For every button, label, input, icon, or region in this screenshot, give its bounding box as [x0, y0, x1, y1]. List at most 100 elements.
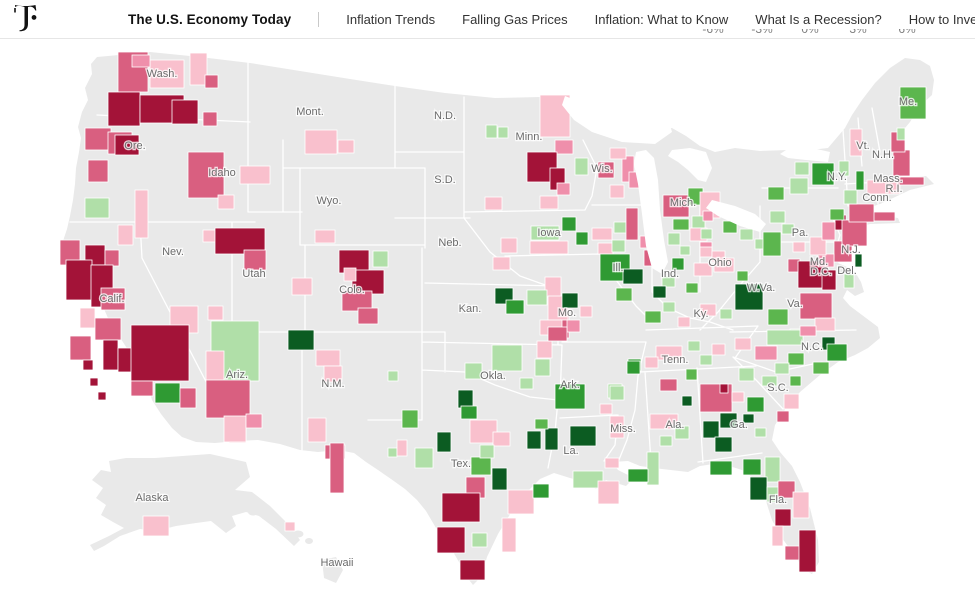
county[interactable] — [436, 526, 466, 554]
county[interactable] — [491, 344, 523, 372]
county[interactable] — [130, 324, 190, 382]
county[interactable] — [485, 124, 498, 139]
county[interactable] — [479, 444, 495, 459]
county[interactable] — [579, 305, 593, 318]
county[interactable] — [693, 262, 713, 277]
county[interactable] — [754, 345, 778, 361]
county[interactable] — [329, 442, 345, 494]
county[interactable] — [838, 160, 850, 177]
nav-link-5[interactable]: How to Invest Now — [908, 11, 975, 27]
county[interactable] — [343, 267, 357, 282]
county[interactable] — [799, 325, 817, 337]
county[interactable] — [625, 207, 639, 241]
county[interactable] — [69, 335, 92, 361]
county[interactable] — [613, 221, 627, 234]
county[interactable] — [469, 419, 498, 444]
county[interactable] — [672, 218, 690, 231]
county[interactable] — [569, 425, 597, 447]
county[interactable] — [554, 383, 586, 410]
county[interactable] — [719, 383, 729, 394]
county[interactable] — [387, 370, 399, 382]
county[interactable] — [207, 305, 224, 321]
county[interactable] — [766, 329, 804, 346]
county[interactable] — [202, 111, 218, 127]
nav-link-4[interactable]: What Is a Recession? — [755, 11, 882, 27]
county[interactable] — [154, 382, 181, 404]
county[interactable] — [287, 329, 315, 351]
county[interactable] — [699, 303, 717, 317]
county[interactable] — [547, 326, 568, 342]
county[interactable] — [841, 219, 868, 247]
county[interactable] — [771, 525, 784, 547]
county[interactable] — [561, 216, 577, 232]
county[interactable] — [829, 208, 845, 221]
county[interactable] — [714, 436, 733, 453]
county[interactable] — [500, 237, 518, 254]
county[interactable] — [337, 139, 355, 154]
county[interactable] — [556, 182, 571, 196]
county[interactable] — [471, 532, 488, 548]
county[interactable] — [457, 389, 474, 409]
county[interactable] — [131, 54, 151, 68]
county[interactable] — [534, 418, 549, 430]
county[interactable] — [217, 194, 235, 210]
county[interactable] — [609, 184, 625, 199]
county[interactable] — [387, 447, 398, 458]
county[interactable] — [674, 425, 690, 440]
county[interactable] — [561, 292, 579, 309]
county[interactable] — [799, 292, 833, 320]
county[interactable] — [731, 391, 745, 403]
county[interactable] — [351, 269, 385, 295]
county[interactable] — [821, 269, 837, 291]
county[interactable] — [532, 483, 550, 499]
county[interactable] — [171, 99, 199, 125]
county[interactable] — [539, 195, 559, 210]
county[interactable] — [544, 276, 562, 298]
county[interactable] — [597, 242, 614, 255]
county[interactable] — [526, 430, 542, 450]
county[interactable] — [604, 457, 620, 469]
county[interactable] — [530, 225, 560, 241]
county[interactable] — [843, 189, 858, 205]
county[interactable] — [84, 127, 112, 151]
county[interactable] — [784, 545, 802, 561]
county[interactable] — [699, 354, 713, 366]
county[interactable] — [662, 301, 676, 313]
county[interactable] — [609, 385, 625, 401]
county[interactable] — [671, 257, 685, 271]
county[interactable] — [897, 176, 925, 186]
county[interactable] — [505, 299, 525, 315]
county[interactable] — [848, 203, 875, 223]
county[interactable] — [187, 151, 225, 199]
county[interactable] — [781, 223, 795, 235]
county[interactable] — [685, 368, 698, 381]
county[interactable] — [323, 365, 343, 383]
county[interactable] — [774, 508, 792, 527]
county[interactable] — [142, 515, 170, 537]
county[interactable] — [809, 236, 827, 256]
county[interactable] — [307, 417, 327, 443]
county[interactable] — [687, 340, 701, 352]
county[interactable] — [519, 377, 534, 390]
county[interactable] — [459, 559, 486, 581]
county[interactable] — [357, 307, 379, 325]
county[interactable] — [460, 405, 478, 420]
county[interactable] — [401, 409, 419, 429]
county[interactable] — [341, 290, 373, 312]
county[interactable] — [812, 361, 830, 375]
county[interactable] — [544, 427, 559, 451]
county[interactable] — [89, 377, 99, 387]
county[interactable] — [179, 387, 197, 409]
county[interactable] — [826, 343, 848, 362]
county[interactable] — [794, 161, 810, 176]
county[interactable] — [749, 476, 768, 501]
county[interactable] — [189, 52, 208, 86]
county[interactable] — [681, 395, 693, 407]
county[interactable] — [699, 246, 713, 258]
county[interactable] — [79, 307, 96, 329]
county[interactable] — [702, 210, 714, 222]
county[interactable] — [102, 339, 119, 371]
county[interactable] — [866, 179, 901, 195]
county[interactable] — [304, 129, 338, 155]
county[interactable] — [529, 240, 569, 255]
